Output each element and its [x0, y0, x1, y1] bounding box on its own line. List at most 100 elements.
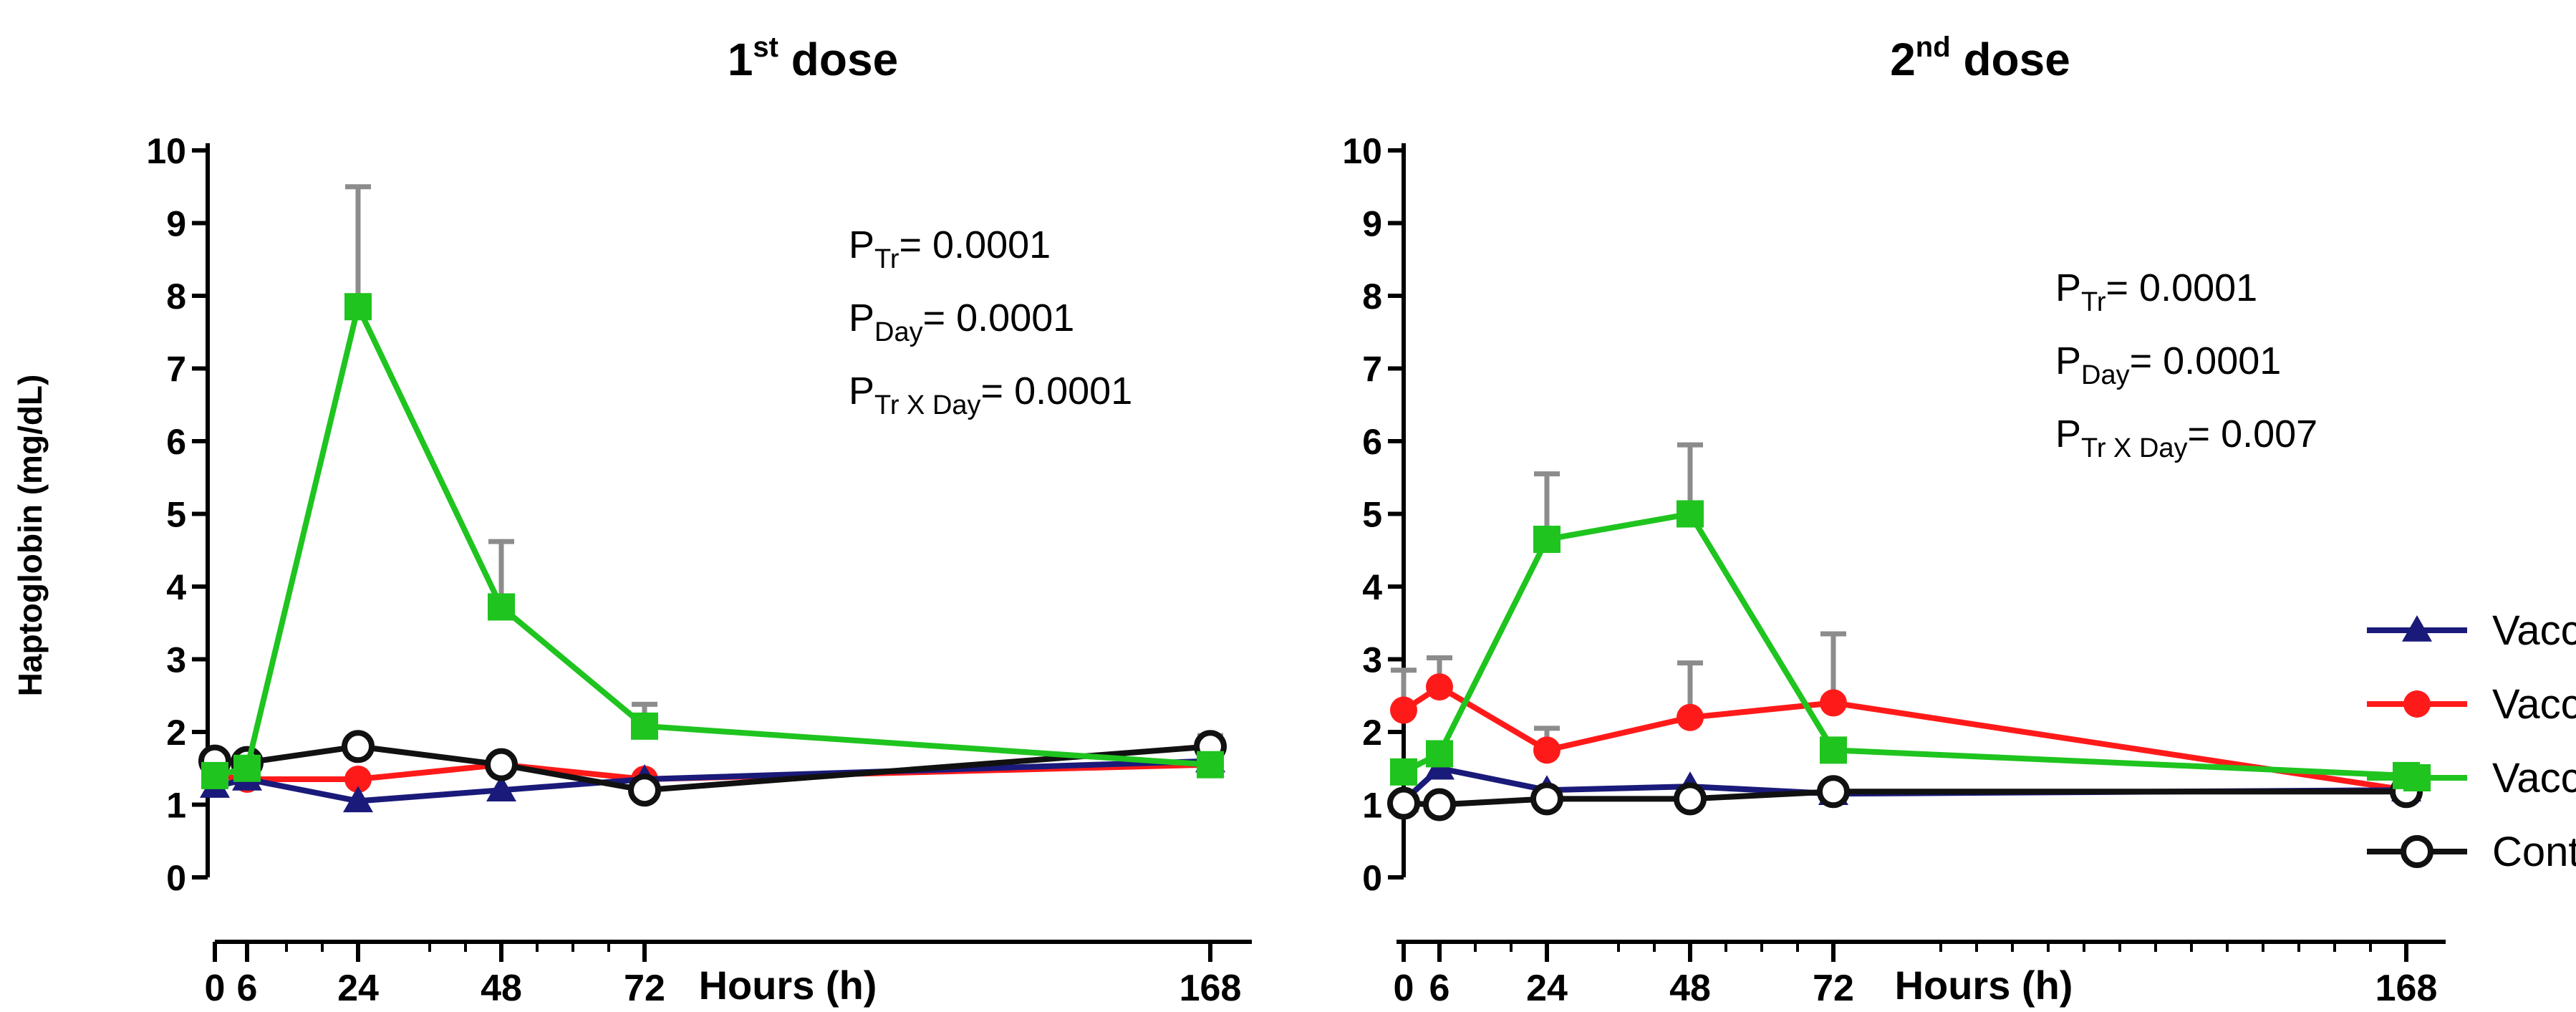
y-tick-label: 5 — [166, 495, 186, 535]
legend-label-control: Control — [2492, 829, 2576, 875]
data-point-control — [485, 748, 518, 781]
legend-item-vaccine-a: Vaccine A — [2367, 607, 2576, 654]
y-tick-label: 8 — [166, 276, 186, 317]
data-point-vaccine-c — [631, 712, 658, 740]
y-tick-label: 2 — [1362, 713, 1382, 753]
chart-title-superscript: st — [753, 32, 778, 63]
data-point-control — [1817, 775, 1850, 809]
stat-annotation: PDay= 0.0001 — [849, 297, 1074, 347]
x-tick-label: 48 — [481, 968, 522, 1009]
x-tick-label: 72 — [624, 968, 665, 1009]
stat-label: P — [2055, 266, 2081, 309]
y-tick-label: 3 — [166, 640, 186, 680]
data-point-vaccine-b — [1820, 689, 1847, 717]
chart-title-superscript: nd — [1916, 32, 1951, 63]
x-tick-label: 0 — [205, 968, 226, 1009]
y-tick-label: 9 — [166, 204, 186, 244]
x-tick-label: 72 — [1813, 968, 1854, 1009]
legend-item-vaccine-b: Vaccine B — [2367, 681, 2576, 728]
stat-value: = 0.007 — [2188, 413, 2318, 456]
y-tick-label: 1 — [1362, 786, 1382, 826]
data-point-vaccine-b — [1426, 673, 1453, 701]
stat-label: P — [849, 297, 874, 339]
stat-subscript: Tr — [874, 244, 899, 274]
y-tick-label: 7 — [166, 350, 186, 390]
data-point-control — [628, 774, 661, 807]
legend-marker-vaccine-c — [2403, 764, 2431, 791]
data-point-vaccine-c — [1677, 500, 1704, 528]
chart-title-number: 1 — [728, 34, 753, 85]
legend-label-vaccine-c: Vaccine C — [2492, 755, 2576, 801]
data-point-control — [1387, 786, 1420, 820]
stat-label: P — [2055, 339, 2081, 382]
data-point-vaccine-b — [344, 765, 372, 793]
data-point-vaccine-b — [1677, 703, 1704, 731]
chart-title-text: dose — [1951, 34, 2070, 85]
y-tick-label: 7 — [1362, 350, 1382, 390]
data-point-vaccine-c — [1426, 740, 1453, 768]
chart-title-text: dose — [778, 34, 898, 85]
legend-label-vaccine-a: Vaccine A — [2492, 607, 2576, 654]
stat-value: = 0.0001 — [899, 223, 1051, 266]
data-point-control — [1423, 788, 1456, 821]
data-point-vaccine-a — [343, 786, 373, 813]
x-tick-label: 168 — [2375, 968, 2438, 1009]
data-point-vaccine-c — [201, 761, 228, 789]
stat-annotation: PTr= 0.0001 — [2055, 266, 2257, 317]
stat-annotation: PTr X Day= 0.0001 — [849, 370, 1132, 420]
x-tick-label: 24 — [337, 968, 379, 1009]
data-point-vaccine-c — [233, 754, 261, 782]
y-tick-label: 10 — [146, 131, 186, 171]
x-tick-label: 6 — [1429, 968, 1450, 1009]
stat-value: = 0.0001 — [2130, 339, 2282, 382]
y-tick-label: 8 — [1362, 276, 1382, 317]
data-point-control — [342, 730, 375, 763]
stat-value: = 0.0001 — [2106, 266, 2258, 309]
legend-marker-vaccine-a — [2402, 615, 2432, 642]
data-point-vaccine-c — [1533, 526, 1560, 554]
stat-label: P — [2055, 413, 2081, 456]
stat-value: = 0.0001 — [923, 297, 1075, 339]
chart-title: 1st dose — [728, 32, 898, 85]
data-point-vaccine-c — [344, 293, 372, 321]
data-point-vaccine-c — [488, 593, 515, 621]
data-point-vaccine-b — [1533, 736, 1560, 764]
y-tick-label: 5 — [1362, 495, 1382, 535]
x-axis-label: Hours (h) — [1895, 963, 2073, 1008]
stat-label: P — [849, 370, 874, 413]
y-tick-label: 0 — [166, 858, 186, 898]
stat-subscript: Day — [874, 317, 923, 347]
y-tick-label: 9 — [1362, 204, 1382, 244]
x-tick-label: 24 — [1526, 968, 1568, 1009]
stat-value: = 0.0001 — [981, 370, 1133, 413]
stat-annotation: PTr X Day= 0.007 — [2055, 413, 2317, 463]
series-vaccine-c — [1390, 500, 2420, 789]
legend-item-control: Control — [2367, 829, 2576, 875]
legend-marker-vaccine-b — [2403, 690, 2431, 718]
x-tick-label: 6 — [237, 968, 258, 1009]
data-point-control — [1530, 782, 1563, 816]
y-tick-label: 2 — [166, 713, 186, 753]
stat-annotation: PTr= 0.0001 — [849, 223, 1051, 274]
legend: Vaccine A Vaccine B Vaccine C Control — [2367, 607, 2576, 875]
stat-subscript: Tr — [2081, 287, 2106, 317]
x-tick-label: 0 — [1394, 968, 1414, 1009]
y-axis-label: Haptoglobin (mg/dL) — [11, 375, 49, 697]
y-tick-label: 4 — [1362, 567, 1382, 607]
stat-subscript: Day — [2081, 360, 2130, 390]
legend-label-vaccine-b: Vaccine B — [2492, 681, 2576, 728]
x-axis-label: Hours (h) — [699, 963, 877, 1008]
y-tick-label: 1 — [166, 786, 186, 826]
series-vaccine-c — [201, 293, 1224, 789]
y-tick-label: 3 — [1362, 640, 1382, 680]
y-tick-label: 6 — [1362, 422, 1382, 462]
chart-title: 2nd dose — [1890, 32, 2070, 85]
legend-marker-control — [2401, 835, 2433, 868]
stat-label: P — [849, 223, 874, 266]
data-point-control — [1674, 782, 1707, 816]
data-point-vaccine-c — [1390, 758, 1417, 786]
y-tick-label: 4 — [166, 567, 186, 607]
y-tick-label: 10 — [1342, 131, 1382, 171]
